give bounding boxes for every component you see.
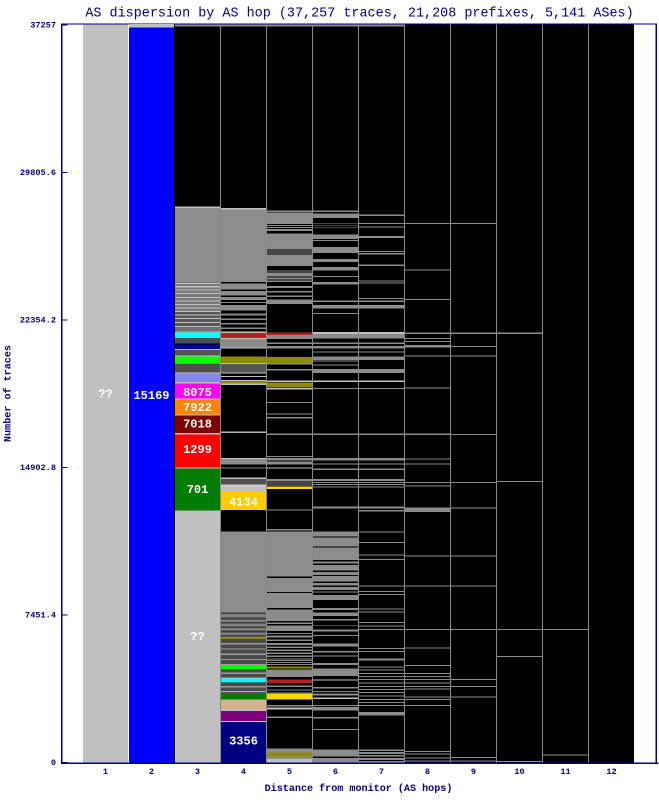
svg-text:12: 12 [606,767,616,777]
svg-text:4134: 4134 [229,496,258,510]
svg-text:22354.2: 22354.2 [20,315,56,325]
svg-text:14902.8: 14902.8 [20,463,56,473]
svg-text:1: 1 [103,767,108,777]
svg-text:1299: 1299 [183,443,212,457]
svg-text:7018: 7018 [183,418,212,432]
svg-text:7: 7 [379,767,384,777]
svg-text:15169: 15169 [133,389,169,403]
svg-text:6: 6 [333,767,338,777]
svg-text:701: 701 [187,483,209,497]
svg-text:10: 10 [514,767,524,777]
svg-text:4: 4 [241,767,246,777]
svg-text:2: 2 [149,767,154,777]
svg-text:??: ?? [98,388,112,402]
svg-text:3: 3 [195,767,200,777]
svg-text:8075: 8075 [183,386,212,400]
svg-text:7451.4: 7451.4 [25,610,56,620]
svg-text:8: 8 [425,767,430,777]
svg-text:11: 11 [560,767,570,777]
svg-text:0: 0 [51,758,56,768]
svg-text:AS dispersion by AS hop (37,25: AS dispersion by AS hop (37,257 traces, … [85,7,633,22]
svg-text:7922: 7922 [183,401,212,415]
svg-text:37257: 37257 [30,20,56,30]
svg-text:3356: 3356 [229,735,258,749]
svg-text:??: ?? [190,630,204,644]
svg-text:9: 9 [471,767,476,777]
svg-text:Number of traces: Number of traces [3,345,15,442]
svg-text:Distance from monitor (AS hops: Distance from monitor (AS hops) [265,783,453,795]
svg-text:5: 5 [287,767,292,777]
svg-text:29805.6: 29805.6 [20,168,56,178]
